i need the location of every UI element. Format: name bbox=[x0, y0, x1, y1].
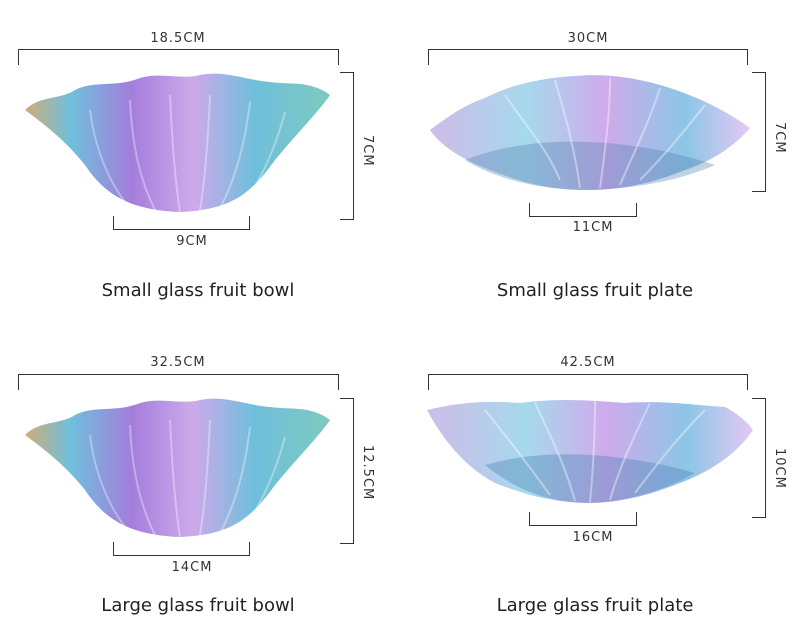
base-dimension-line bbox=[113, 216, 250, 230]
side-dimension-label: 7CM bbox=[772, 122, 787, 154]
base-dimension-line bbox=[113, 542, 250, 556]
side-dimension-line bbox=[752, 398, 766, 518]
top-dimension-label: 30CM bbox=[567, 31, 609, 46]
base-dimension-label: 11CM bbox=[572, 220, 614, 235]
top-dimension-line bbox=[18, 374, 339, 390]
side-dimension-label: 12.5CM bbox=[360, 445, 375, 501]
base-dimension-label: 14CM bbox=[171, 560, 213, 575]
top-dimension-line bbox=[428, 49, 748, 65]
base-dimension-label: 9CM bbox=[176, 234, 208, 249]
top-dimension-label: 42.5CM bbox=[560, 355, 616, 370]
top-dimension-line bbox=[18, 49, 339, 65]
top-dimension-label: 18.5CM bbox=[150, 31, 206, 46]
base-dimension-line bbox=[529, 512, 637, 526]
plate-image bbox=[427, 399, 753, 504]
side-dimension-line bbox=[752, 72, 766, 192]
product-caption: Large glass fruit bowl bbox=[101, 595, 295, 616]
top-dimension-label: 32.5CM bbox=[150, 355, 206, 370]
side-dimension-label: 10CM bbox=[772, 448, 787, 489]
product-caption: Large glass fruit plate bbox=[496, 595, 694, 616]
bowl-image bbox=[25, 398, 330, 538]
plate-image bbox=[430, 75, 750, 190]
base-dimension-line bbox=[529, 203, 637, 217]
side-dimension-line bbox=[340, 72, 354, 220]
bowl-image bbox=[25, 73, 330, 213]
side-dimension-line bbox=[340, 398, 354, 544]
side-dimension-label: 7CM bbox=[360, 135, 375, 167]
product-caption: Small glass fruit plate bbox=[496, 280, 694, 301]
top-dimension-line bbox=[428, 374, 748, 390]
product-caption: Small glass fruit bowl bbox=[101, 280, 295, 301]
base-dimension-label: 16CM bbox=[572, 530, 614, 545]
